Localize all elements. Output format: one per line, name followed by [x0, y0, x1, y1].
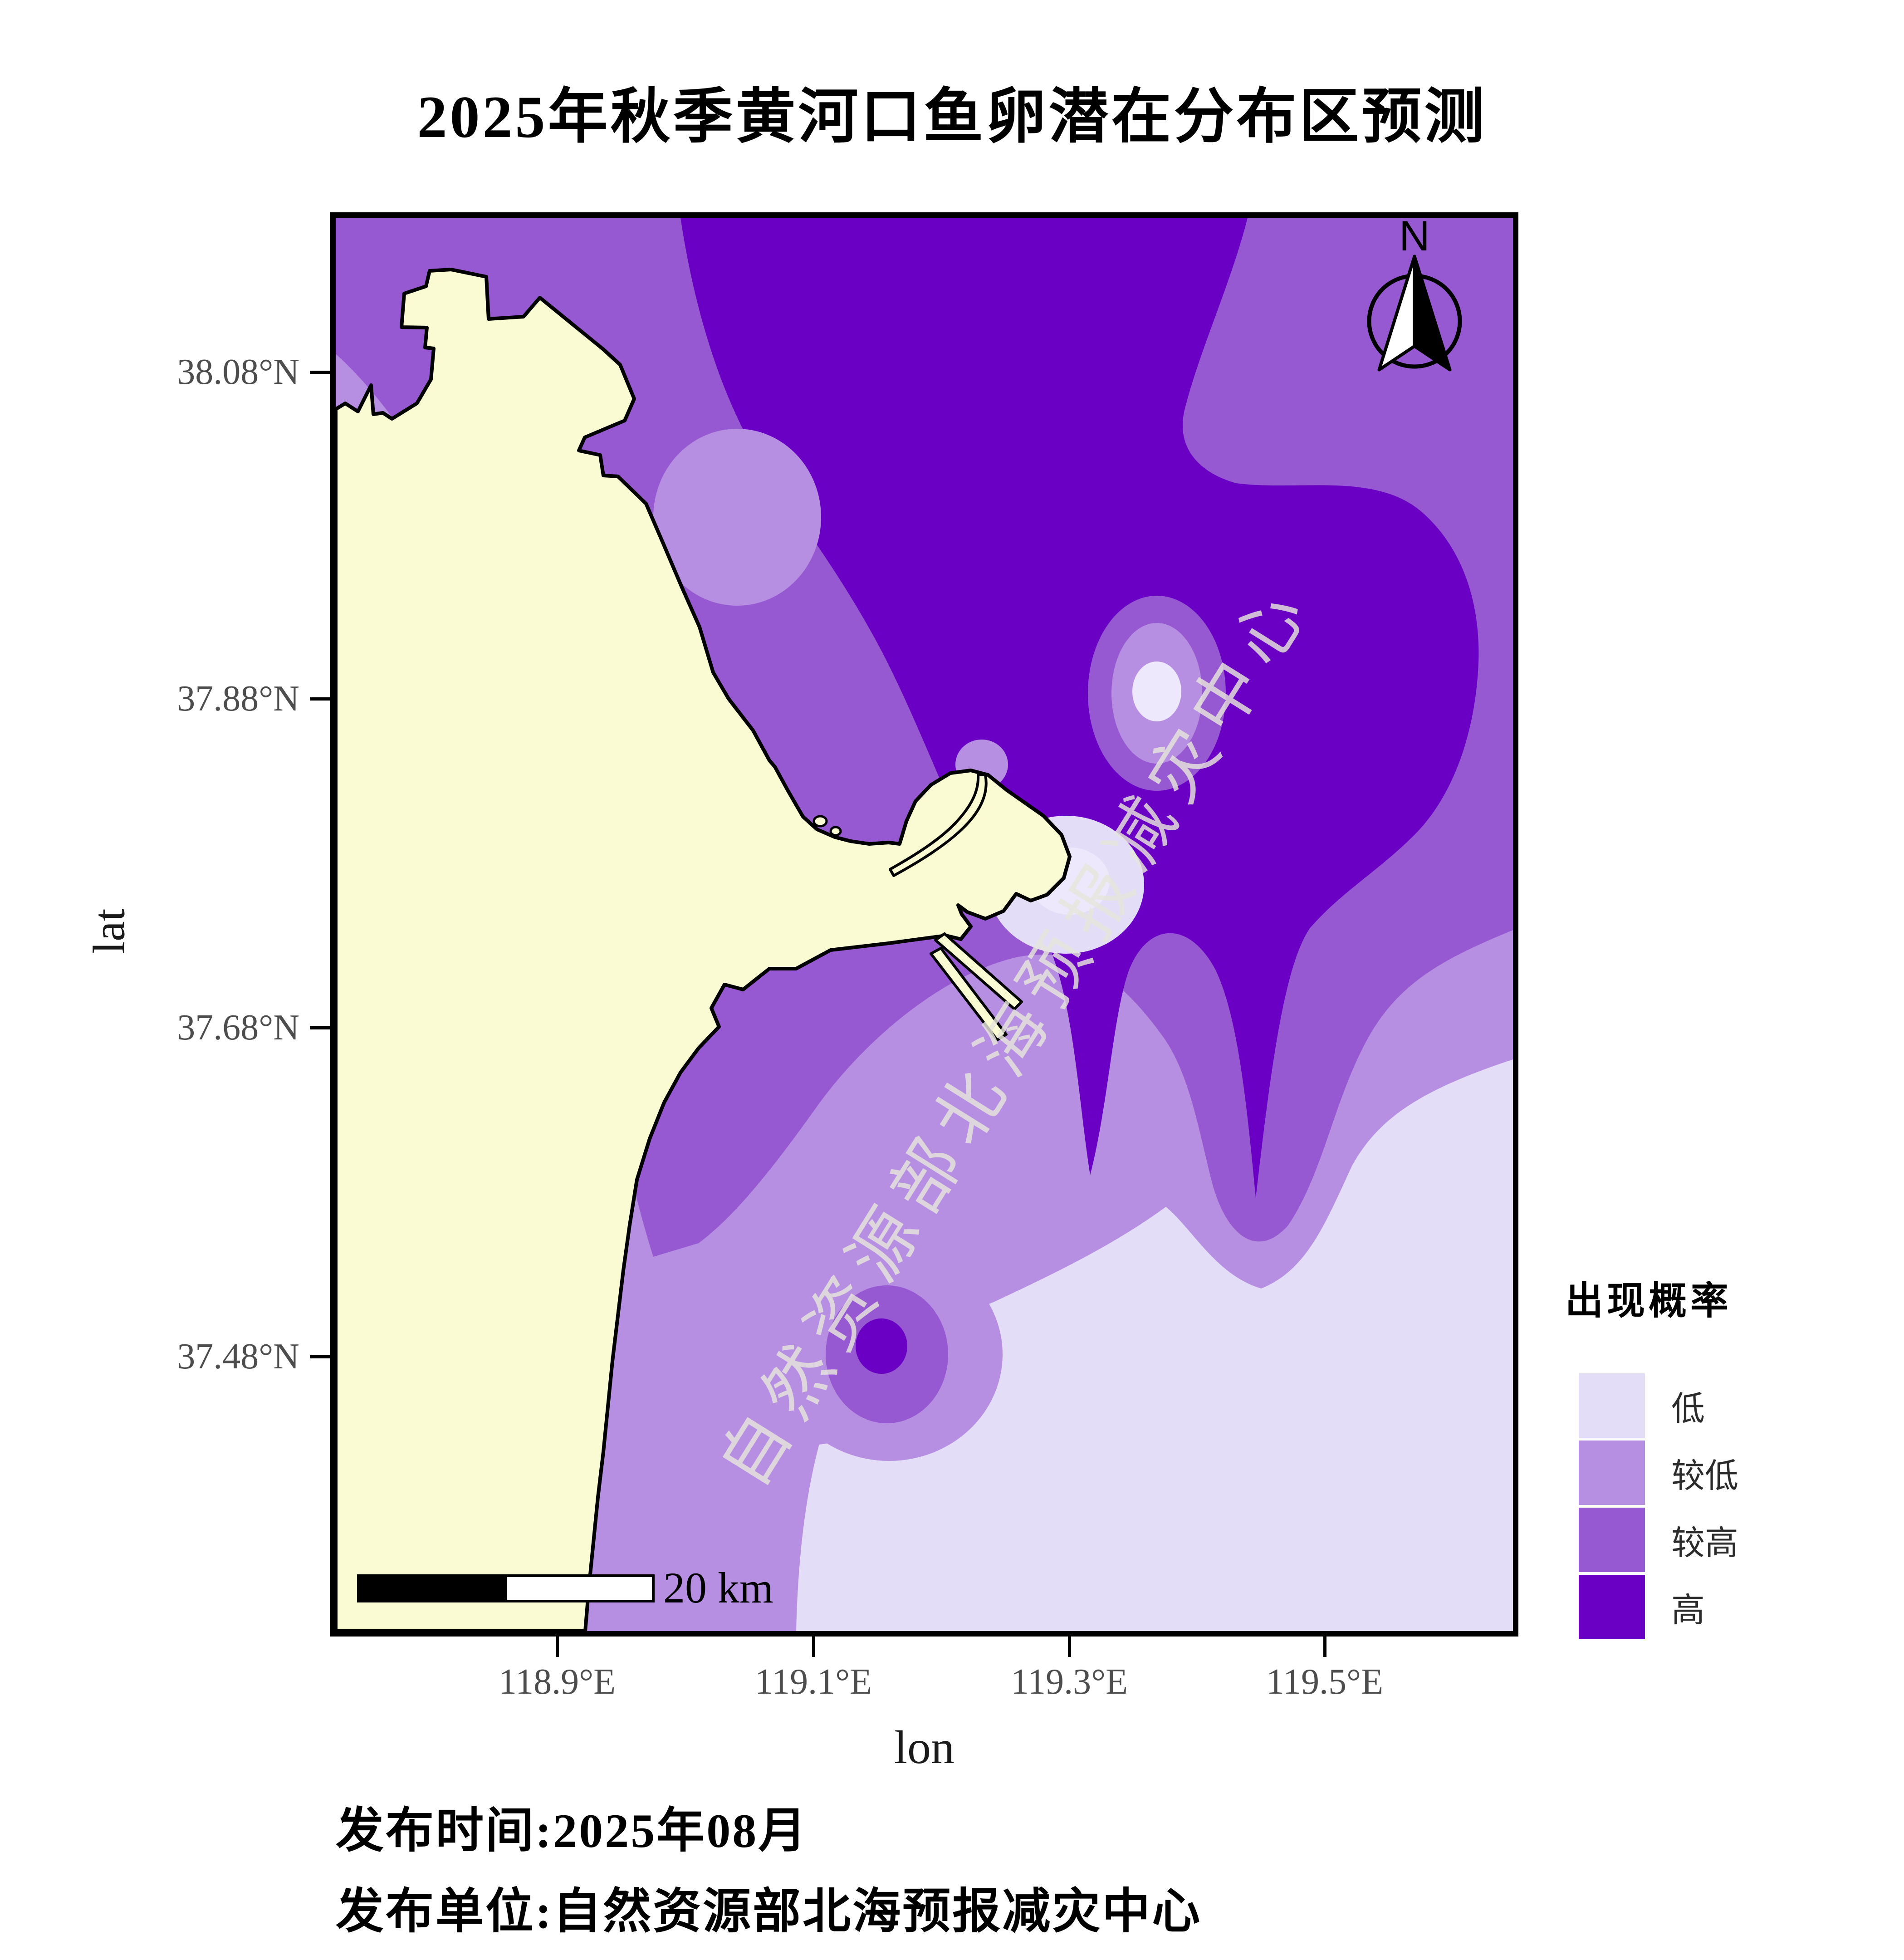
legend-swatch-mid-low — [1579, 1441, 1645, 1505]
legend-item-high: 高 — [1579, 1575, 1705, 1639]
legend-label-high: 高 — [1671, 1592, 1705, 1629]
y-tick-mark-1 — [310, 371, 330, 374]
legend-swatch-high — [1579, 1575, 1645, 1639]
bullseye-core-high — [856, 1318, 907, 1374]
x-tick-label-2: 119.1°E — [755, 1662, 872, 1702]
legend-label-mid-high: 较高 — [1671, 1524, 1738, 1562]
x-tick-mark-2 — [812, 1637, 815, 1657]
legend-item-low: 低 — [1579, 1373, 1705, 1438]
y-tick-label-2: 37.88°N — [177, 679, 299, 719]
x-tick-mark-1 — [556, 1637, 559, 1657]
delta-hook-spit — [889, 774, 988, 877]
legend-item-mid-high: 较高 — [1579, 1508, 1738, 1572]
scale-bar-white-segment — [504, 1574, 655, 1602]
y-tick-label-1: 38.08°N — [177, 352, 299, 392]
legend-label-mid-low: 较低 — [1671, 1457, 1738, 1495]
x-tick-label-1: 118.9°E — [499, 1662, 616, 1702]
legend-item-mid-low: 较低 — [1579, 1441, 1738, 1505]
x-tick-mark-3 — [1068, 1637, 1071, 1657]
map-panel: 自然资源部北海预报减灾中心 N 20 km — [330, 212, 1518, 1637]
scale-bar-black-segment — [357, 1574, 507, 1602]
y-tick-mark-4 — [310, 1355, 330, 1358]
north-arrow-east-blade — [1413, 255, 1452, 372]
north-arrow-label: N — [1399, 218, 1430, 260]
legend-title: 出现概率 — [1565, 1280, 1733, 1323]
page-title: 2025年秋季黄河口鱼卵潜在分布区预测 — [417, 83, 1487, 150]
probability-map: 自然资源部北海预报减灾中心 N 20 km — [336, 218, 1513, 1631]
legend-swatch-low — [1579, 1373, 1645, 1438]
legend-swatch-mid-high — [1579, 1508, 1645, 1572]
region-high — [680, 218, 1479, 1198]
scale-bar: 20 km — [357, 1563, 773, 1612]
y-tick-label-3: 37.68°N — [177, 1008, 299, 1048]
y-axis-title: lat — [83, 908, 134, 954]
breakwater-spit-south — [930, 947, 1008, 1041]
x-tick-label-4: 119.5°E — [1266, 1662, 1383, 1702]
north-arrow: N — [1367, 218, 1462, 372]
y-tick-label-4: 37.48°N — [177, 1337, 299, 1377]
legend-label-low: 低 — [1671, 1390, 1705, 1428]
x-tick-label-3: 119.3°E — [1011, 1662, 1128, 1702]
spot-ring-core — [1132, 662, 1181, 721]
x-axis-title: lon — [894, 1721, 954, 1774]
x-tick-mark-4 — [1323, 1637, 1326, 1657]
scale-bar-label: 20 km — [663, 1563, 773, 1612]
land-mass — [336, 268, 1072, 1631]
spot-coastal-midlow — [653, 429, 821, 606]
breakwater-spit-north — [934, 932, 1023, 1010]
release-unit-line: 发布单位:自然资源部北海预报减灾中心 — [336, 1885, 1202, 1938]
y-tick-mark-3 — [310, 1026, 330, 1029]
y-tick-mark-2 — [310, 697, 330, 701]
bay-islet-2 — [829, 826, 842, 837]
release-time-line: 发布时间:2025年08月 — [336, 1804, 808, 1857]
bay-islet-1 — [813, 815, 828, 828]
